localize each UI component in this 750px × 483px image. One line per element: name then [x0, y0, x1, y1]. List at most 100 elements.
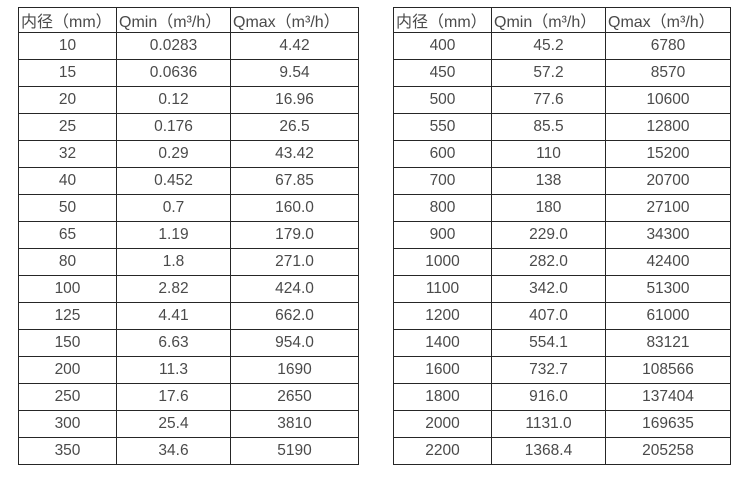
- table-cell: 662.0: [230, 302, 359, 330]
- table-row: 50 0.7 160.0: [18, 194, 359, 222]
- table-row: 2200 1368.4 205258: [393, 437, 731, 465]
- table-cell: 26.5: [230, 113, 359, 141]
- table-cell: 125: [18, 302, 117, 330]
- table-row: 25 0.176 26.5: [18, 113, 359, 141]
- flow-rate-tables-container: 内径（mm） Qmin（m³/h） Qmax（m³/h） 10 0.0283 4.4…: [18, 7, 731, 465]
- table-cell: 2.82: [116, 275, 231, 303]
- table-cell: 1800: [393, 383, 492, 411]
- table-cell: 271.0: [230, 248, 359, 276]
- column-header-diameter: 内径（mm）: [18, 7, 117, 33]
- table-row: 450 57.2 8570: [393, 59, 731, 87]
- column-header-qmax: Qmax（m³/h）: [605, 7, 731, 33]
- header-row: 内径（mm） Qmin（m³/h） Qmax（m³/h）: [18, 7, 359, 33]
- table-row: 1800 916.0 137404: [393, 383, 731, 411]
- table-row: 900 229.0 34300: [393, 221, 731, 249]
- table-cell: 40: [18, 167, 117, 195]
- table-cell: 160.0: [230, 194, 359, 222]
- table-cell: 42400: [605, 248, 731, 276]
- table-cell: 45.2: [491, 32, 606, 60]
- table-cell: 34300: [605, 221, 731, 249]
- column-header-qmax: Qmax（m³/h）: [230, 7, 359, 33]
- table-row: 500 77.6 10600: [393, 86, 731, 114]
- table-cell: 10600: [605, 86, 731, 114]
- table-cell: 800: [393, 194, 492, 222]
- table-cell: 85.5: [491, 113, 606, 141]
- table-row: 80 1.8 271.0: [18, 248, 359, 276]
- table-cell: 350: [18, 437, 117, 465]
- table-cell: 50: [18, 194, 117, 222]
- table-cell: 12800: [605, 113, 731, 141]
- table-cell: 700: [393, 167, 492, 195]
- column-header-qmin: Qmin（m³/h）: [491, 7, 606, 33]
- table-cell: 20700: [605, 167, 731, 195]
- table-cell: 1131.0: [491, 410, 606, 438]
- table-cell: 110: [491, 140, 606, 168]
- table-cell: 57.2: [491, 59, 606, 87]
- table-cell: 732.7: [491, 356, 606, 384]
- table-cell: 1400: [393, 329, 492, 357]
- table-cell: 6780: [605, 32, 731, 60]
- table-cell: 61000: [605, 302, 731, 330]
- table-row: 10 0.0283 4.42: [18, 32, 359, 60]
- table-cell: 1.8: [116, 248, 231, 276]
- table-cell: 25.4: [116, 410, 231, 438]
- header-row: 内径（mm） Qmin（m³/h） Qmax（m³/h）: [393, 7, 731, 33]
- table-row: 15 0.0636 9.54: [18, 59, 359, 87]
- table-cell: 229.0: [491, 221, 606, 249]
- table-row: 1000 282.0 42400: [393, 248, 731, 276]
- table-cell: 17.6: [116, 383, 231, 411]
- table-row: 32 0.29 43.42: [18, 140, 359, 168]
- table-cell: 27100: [605, 194, 731, 222]
- table-cell: 77.6: [491, 86, 606, 114]
- table-cell: 43.42: [230, 140, 359, 168]
- table-cell: 282.0: [491, 248, 606, 276]
- table-cell: 15200: [605, 140, 731, 168]
- table-cell: 169635: [605, 410, 731, 438]
- table-cell: 16.96: [230, 86, 359, 114]
- table-cell: 25: [18, 113, 117, 141]
- table-cell: 550: [393, 113, 492, 141]
- table-cell: 1600: [393, 356, 492, 384]
- table-row: 20 0.12 16.96: [18, 86, 359, 114]
- table-cell: 0.7: [116, 194, 231, 222]
- table-row: 1100 342.0 51300: [393, 275, 731, 303]
- table-cell: 450: [393, 59, 492, 87]
- table-cell: 1368.4: [491, 437, 606, 465]
- table-row: 1200 407.0 61000: [393, 302, 731, 330]
- table-row: 125 4.41 662.0: [18, 302, 359, 330]
- table-cell: 1690: [230, 356, 359, 384]
- table-cell: 100: [18, 275, 117, 303]
- table-cell: 0.29: [116, 140, 231, 168]
- table-cell: 8570: [605, 59, 731, 87]
- table-cell: 2000: [393, 410, 492, 438]
- table-cell: 150: [18, 329, 117, 357]
- table-cell: 205258: [605, 437, 731, 465]
- column-header-qmin: Qmin（m³/h）: [116, 7, 231, 33]
- table-cell: 4.42: [230, 32, 359, 60]
- table-cell: 10: [18, 32, 117, 60]
- table-cell: 5190: [230, 437, 359, 465]
- table-cell: 600: [393, 140, 492, 168]
- table-cell: 3810: [230, 410, 359, 438]
- table-cell: 108566: [605, 356, 731, 384]
- table-cell: 1.19: [116, 221, 231, 249]
- table-row: 150 6.63 954.0: [18, 329, 359, 357]
- table-cell: 9.54: [230, 59, 359, 87]
- table-cell: 0.0636: [116, 59, 231, 87]
- table-row: 1400 554.1 83121: [393, 329, 731, 357]
- table-row: 100 2.82 424.0: [18, 275, 359, 303]
- table-row: 2000 1131.0 169635: [393, 410, 731, 438]
- table-cell: 0.176: [116, 113, 231, 141]
- table-cell: 2200: [393, 437, 492, 465]
- flow-table-small-diameters: 内径（mm） Qmin（m³/h） Qmax（m³/h） 10 0.0283 4.4…: [18, 7, 359, 465]
- table-cell: 179.0: [230, 221, 359, 249]
- table-cell: 0.12: [116, 86, 231, 114]
- table-row: 600 110 15200: [393, 140, 731, 168]
- table-cell: 1100: [393, 275, 492, 303]
- table-cell: 0.0283: [116, 32, 231, 60]
- table-cell: 137404: [605, 383, 731, 411]
- table-row: 200 11.3 1690: [18, 356, 359, 384]
- table-cell: 32: [18, 140, 117, 168]
- table-cell: 400: [393, 32, 492, 60]
- table-cell: 2650: [230, 383, 359, 411]
